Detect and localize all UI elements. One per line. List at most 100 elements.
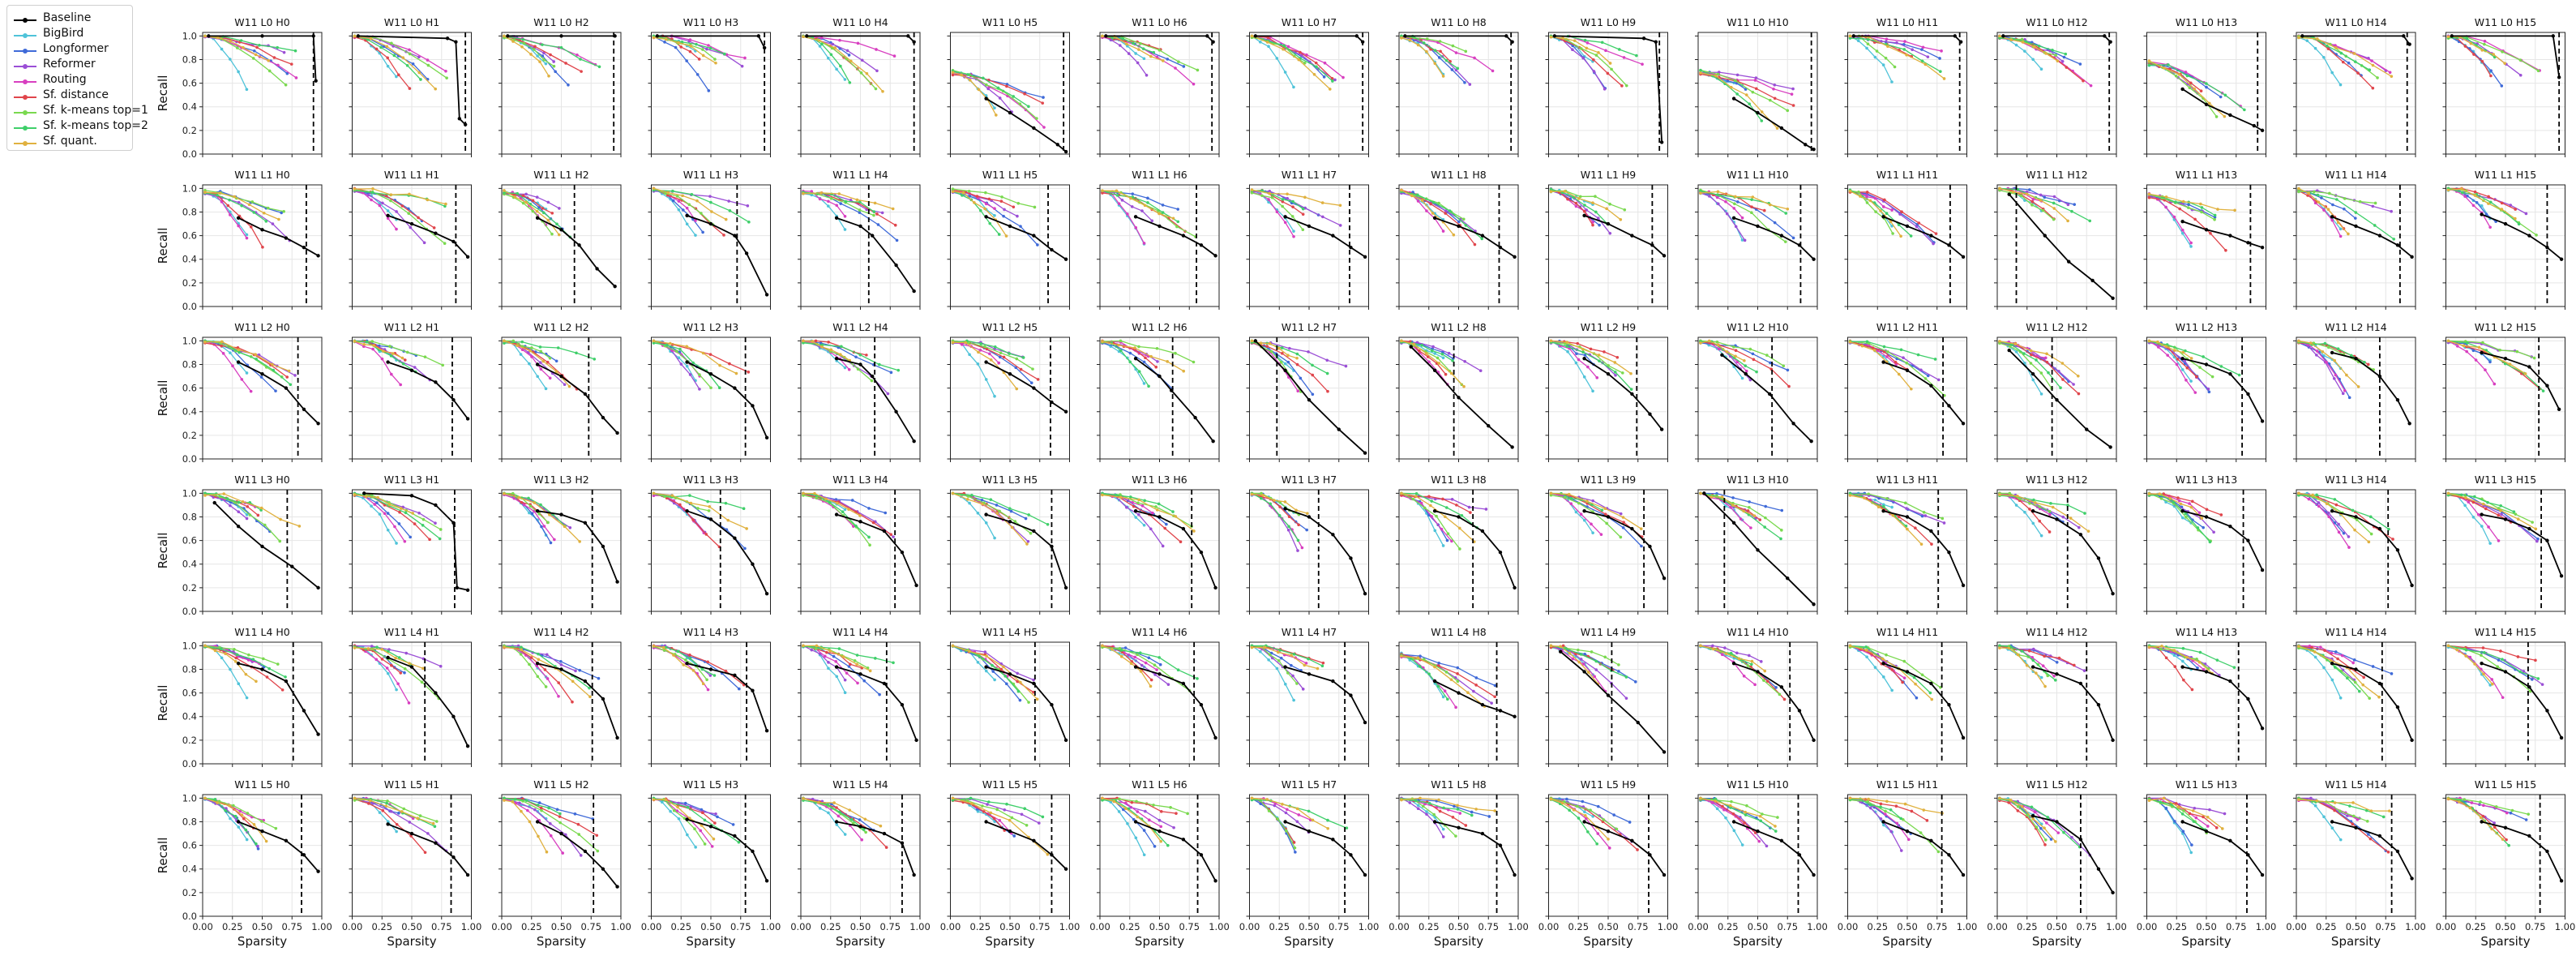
legend-swatch bbox=[14, 44, 36, 54]
y-tick-label: 1.0 bbox=[182, 487, 197, 499]
series-point bbox=[690, 192, 694, 196]
series-point bbox=[1292, 234, 1295, 238]
subplot-title: W11 L2 H6 bbox=[1132, 321, 1187, 333]
series-point bbox=[520, 340, 524, 344]
series-point bbox=[977, 350, 980, 354]
series-point bbox=[652, 339, 656, 343]
series-point bbox=[1149, 527, 1153, 531]
series-point bbox=[2341, 60, 2345, 64]
series-point bbox=[2500, 208, 2504, 211]
series-point bbox=[2477, 345, 2481, 349]
series-point bbox=[371, 187, 374, 191]
series-point bbox=[2166, 354, 2169, 357]
y-tick-label: 0.8 bbox=[182, 511, 197, 522]
series-point bbox=[2483, 40, 2487, 43]
baseline-point bbox=[1510, 445, 1514, 449]
series-point bbox=[1715, 340, 1719, 344]
series-point bbox=[961, 191, 965, 195]
series-point bbox=[1036, 378, 1040, 381]
series-line bbox=[1252, 35, 1331, 90]
grid bbox=[1100, 337, 1219, 459]
series-point bbox=[714, 61, 717, 65]
series-point bbox=[520, 500, 524, 504]
subplot-title: W11 L0 H14 bbox=[2325, 16, 2386, 28]
series-point bbox=[426, 63, 430, 67]
series-point bbox=[968, 501, 971, 505]
series-point bbox=[951, 491, 955, 495]
series-point bbox=[1905, 53, 1908, 57]
series-point bbox=[389, 199, 392, 203]
series-point bbox=[597, 65, 601, 69]
series-point bbox=[1137, 498, 1140, 502]
series-point bbox=[1440, 353, 1444, 356]
series-point bbox=[867, 507, 871, 510]
series-point bbox=[2054, 54, 2057, 57]
y-tick-label: 0.0 bbox=[182, 148, 197, 160]
series-point bbox=[1115, 194, 1119, 197]
series-point bbox=[1751, 195, 1755, 199]
series-point bbox=[366, 38, 370, 41]
baseline-point bbox=[834, 357, 839, 361]
series-point bbox=[2446, 188, 2450, 192]
series-point bbox=[1566, 349, 1569, 354]
baseline-point bbox=[559, 374, 563, 379]
series-point bbox=[379, 45, 383, 49]
baseline-point bbox=[2260, 128, 2265, 133]
series-point bbox=[2501, 50, 2504, 54]
baseline-point bbox=[1409, 345, 1413, 349]
series-point bbox=[404, 511, 408, 515]
series-point bbox=[1338, 224, 1342, 227]
series-point bbox=[2051, 48, 2054, 52]
baseline-point bbox=[1283, 215, 1287, 219]
series-point bbox=[503, 189, 506, 192]
series-point bbox=[1127, 52, 1131, 55]
baseline-point bbox=[409, 221, 414, 226]
series-point bbox=[537, 512, 541, 516]
series-point bbox=[987, 197, 991, 201]
series-point bbox=[1619, 218, 1623, 221]
series-point bbox=[1620, 84, 1624, 88]
series-point bbox=[685, 364, 689, 368]
series-point bbox=[973, 201, 976, 204]
series-line bbox=[354, 35, 436, 90]
series-point bbox=[279, 517, 282, 521]
series-point bbox=[353, 34, 357, 38]
baseline-point bbox=[2007, 192, 2011, 196]
subplot: W11 L1 H14 bbox=[2293, 169, 2416, 310]
series-point bbox=[993, 536, 996, 540]
baseline-point bbox=[1513, 585, 1517, 590]
baseline-point bbox=[1157, 224, 1162, 229]
series-point bbox=[393, 525, 396, 529]
subplot: W11 L3 H6 bbox=[1097, 474, 1220, 615]
series-point bbox=[1744, 88, 1748, 91]
series-point bbox=[1267, 45, 1270, 49]
series-point bbox=[1629, 371, 1632, 375]
series-point bbox=[2062, 55, 2066, 59]
series-point bbox=[1283, 500, 1287, 504]
y-tick-label: 0.8 bbox=[182, 54, 197, 65]
series-point bbox=[1031, 367, 1034, 371]
series-point bbox=[530, 512, 534, 516]
series-line bbox=[1252, 35, 1333, 82]
series-point bbox=[2184, 71, 2188, 74]
series-point bbox=[1791, 87, 1795, 91]
series-point bbox=[847, 54, 851, 57]
series-point bbox=[2011, 190, 2015, 194]
series-line bbox=[1252, 492, 1299, 525]
series-point bbox=[2343, 388, 2347, 392]
baseline-point bbox=[2180, 219, 2184, 224]
series-point bbox=[1163, 526, 1167, 530]
series-point bbox=[858, 514, 862, 517]
series-point bbox=[1012, 95, 1016, 98]
series-point bbox=[2307, 191, 2310, 195]
series-point bbox=[245, 88, 249, 92]
series-point bbox=[685, 59, 688, 62]
series-point bbox=[835, 67, 838, 71]
series-point bbox=[1321, 215, 1324, 219]
baseline-point bbox=[2410, 255, 2414, 259]
series-point bbox=[2077, 392, 2081, 396]
series-point bbox=[2446, 339, 2450, 343]
series-point bbox=[1865, 340, 1869, 344]
series-point bbox=[2514, 208, 2518, 211]
baseline-point bbox=[615, 431, 619, 435]
